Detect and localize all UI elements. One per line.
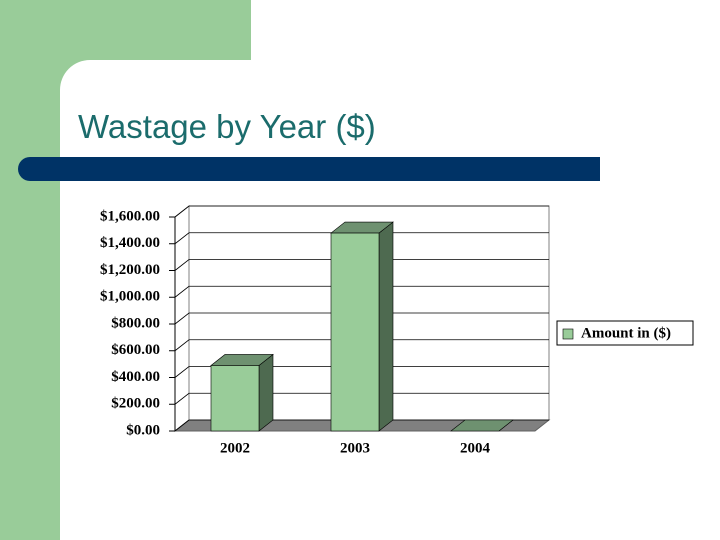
grid-line xyxy=(174,312,549,325)
bar-side xyxy=(378,221,394,432)
corner xyxy=(60,60,90,90)
grid-line xyxy=(174,285,549,298)
bar-top xyxy=(450,419,514,432)
y-tick-label: $200.00 xyxy=(111,396,160,412)
bar-side xyxy=(258,353,274,432)
side-band xyxy=(0,0,60,540)
grid-line xyxy=(174,259,549,271)
grid-line xyxy=(174,366,549,378)
y-tick-label: $400.00 xyxy=(111,369,160,385)
title-rule xyxy=(18,157,600,181)
top-band xyxy=(0,0,251,60)
y-tick-label: $1,600.00 xyxy=(100,208,160,224)
bar xyxy=(330,232,380,432)
grid-line xyxy=(174,392,549,405)
y-tick-label: $0.00 xyxy=(126,422,160,438)
legend-box xyxy=(556,320,694,346)
bar xyxy=(210,365,260,432)
grid-line xyxy=(174,419,549,432)
y-tick-label: $1,200.00 xyxy=(100,262,160,278)
grid-line xyxy=(174,205,549,218)
x-tick-label: 2004 xyxy=(460,440,491,456)
x-tick-label: 2002 xyxy=(220,440,250,456)
slide-title: Wastage by Year ($) xyxy=(78,108,376,145)
legend-label: Amount in ($) xyxy=(581,325,671,341)
y-tick-label: $600.00 xyxy=(111,342,160,358)
chart: $0.00 $200.00 $400.00 $600.00 $800.00 $1,000.… xyxy=(100,204,694,456)
y-tick-label: $1,400.00 xyxy=(100,235,160,251)
grid-line xyxy=(174,339,549,352)
legend-swatch xyxy=(562,328,574,340)
y-tick-label: $1,000.00 xyxy=(100,289,160,305)
x-tick-label: 2003 xyxy=(340,440,370,456)
y-tick-label: $800.00 xyxy=(111,315,160,331)
grid-line xyxy=(174,232,549,245)
